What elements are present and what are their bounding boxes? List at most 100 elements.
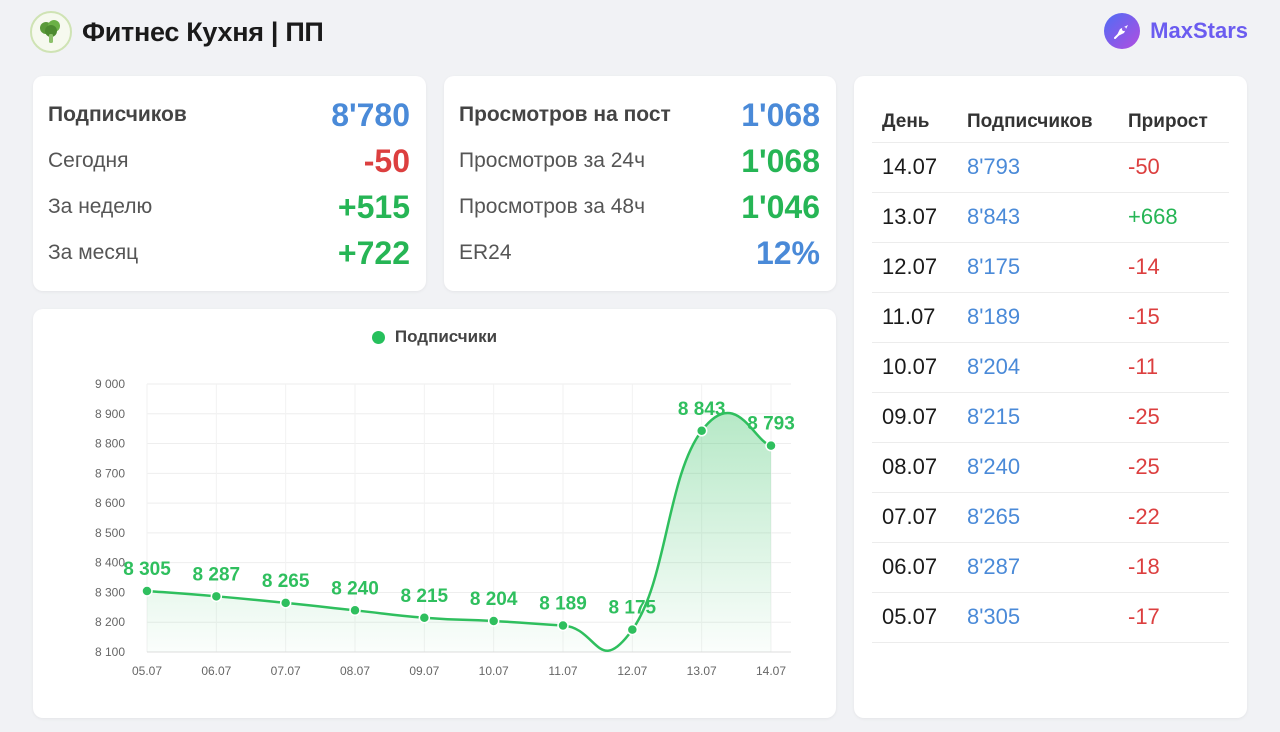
- series-area: [147, 412, 771, 652]
- stat-value: 8'780: [331, 96, 410, 133]
- stat-label: За месяц: [48, 241, 139, 264]
- column-header-growth: Прирост: [1118, 102, 1229, 143]
- x-tick-label: 09.07: [409, 664, 439, 678]
- data-point: [141, 585, 153, 597]
- data-point: [487, 615, 500, 627]
- day-cell: 08.07: [872, 442, 957, 493]
- day-cell: 06.07: [872, 542, 957, 593]
- growth-cell: -14: [1118, 242, 1229, 293]
- data-point: [695, 425, 708, 437]
- growth-cell: +668: [1118, 192, 1229, 243]
- y-tick-label: 8 100: [95, 645, 125, 659]
- data-point: [349, 604, 361, 617]
- stat-value: 12%: [755, 234, 820, 271]
- day-cell: 05.07: [872, 592, 957, 643]
- growth-cell: -50: [1118, 142, 1229, 193]
- table-row: 12.07 8'175 -14: [872, 242, 1229, 293]
- column-header-subscribers: Подписчиков: [957, 102, 1118, 143]
- table-row: 13.07 8'843 +668: [872, 192, 1229, 243]
- subscribers-cell: 8'287: [957, 542, 1118, 593]
- growth-cell: -25: [1118, 442, 1229, 493]
- daily-table-card: День Подписчиков Прирост 14.07 8'793 -50 13…: [854, 76, 1247, 718]
- legend-marker: [371, 330, 385, 344]
- brand-name: MaxStars: [1150, 18, 1248, 43]
- day-cell: 09.07: [872, 392, 957, 443]
- table-row: 14.07 8'793 -50: [872, 142, 1229, 193]
- column-header-day: День: [872, 102, 957, 143]
- stat-label: Просмотров на пост: [459, 103, 671, 126]
- y-tick-label: 8 800: [95, 437, 125, 451]
- data-label: 8 240: [331, 578, 379, 599]
- stat-label: Просмотров за 24ч: [459, 149, 646, 172]
- stat-label: За неделю: [48, 195, 153, 218]
- data-label: 8 265: [262, 571, 310, 592]
- x-tick-label: 10.07: [479, 664, 509, 678]
- y-tick-label: 9 000: [95, 377, 125, 391]
- stat-value: 1'068: [741, 142, 820, 179]
- data-point: [418, 612, 431, 624]
- rocket-icon: [1104, 13, 1141, 49]
- table-row: 07.07 8'265 -22: [872, 492, 1229, 543]
- growth-cell: -15: [1118, 292, 1229, 343]
- subscribers-cell: 8'305: [957, 592, 1118, 643]
- subscribers-chart: 8 100 8 200 8 300 8 400 8 500 8 600 8 700 8 800…: [95, 377, 795, 678]
- data-point: [557, 619, 569, 632]
- data-label: 8 189: [539, 593, 587, 614]
- stat-value: +722: [337, 234, 410, 271]
- growth-cell: -22: [1118, 492, 1229, 543]
- views-card: Просмотров на пост 1'068 Просмотров за 2…: [444, 76, 836, 291]
- day-cell: 07.07: [872, 492, 957, 543]
- channel-title: Фитнес Кухня | ПП: [82, 16, 324, 47]
- table-row: 10.07 8'204 -11: [872, 342, 1229, 393]
- x-tick-label: 05.07: [132, 664, 162, 678]
- subscribers-card: Подписчиков 8'780 Сегодня -50 За неделю …: [33, 76, 426, 291]
- data-label: 8 175: [609, 598, 657, 619]
- stat-row-views-48h: Просмотров за 48ч 1'046: [459, 184, 820, 230]
- growth-cell: -11: [1118, 342, 1229, 393]
- y-tick-label: 8 500: [95, 526, 125, 540]
- stat-row-month: За месяц +722: [48, 230, 410, 276]
- brand[interactable]: MaxStars: [1104, 12, 1248, 50]
- stat-row-subscribers: Подписчиков 8'780: [48, 92, 410, 138]
- daily-table: День Подписчиков Прирост 14.07 8'793 -50 13…: [872, 102, 1229, 643]
- growth-cell: -17: [1118, 592, 1229, 643]
- day-cell: 12.07: [872, 242, 957, 293]
- data-point: [279, 597, 292, 609]
- y-tick-label: 8 600: [95, 496, 125, 510]
- data-point: [765, 439, 777, 452]
- stat-row-today: Сегодня -50: [48, 138, 410, 184]
- header: Фитнес Кухня | ПП: [30, 10, 324, 54]
- stat-value: 1'068: [741, 96, 820, 133]
- table-row: 11.07 8'189 -15: [872, 292, 1229, 343]
- table-row: 08.07 8'240 -25: [872, 442, 1229, 493]
- subscribers-cell: 8'215: [957, 392, 1118, 443]
- stat-row-week: За неделю +515: [48, 184, 410, 230]
- chart-legend[interactable]: Подписчики: [33, 327, 836, 347]
- stat-value: +515: [337, 188, 410, 225]
- y-tick-label: 8 700: [95, 466, 125, 480]
- data-label: 8 305: [123, 559, 171, 580]
- subscribers-cell: 8'265: [957, 492, 1118, 543]
- x-tick-label: 06.07: [201, 664, 231, 678]
- subscribers-cell: 8'793: [957, 142, 1118, 193]
- growth-cell: -25: [1118, 392, 1229, 443]
- table-row: 09.07 8'215 -25: [872, 392, 1229, 443]
- data-label: 8 793: [747, 414, 795, 435]
- data-label: 8 287: [193, 564, 241, 585]
- data-point: [626, 623, 639, 636]
- day-cell: 14.07: [872, 142, 957, 193]
- day-cell: 13.07: [872, 192, 957, 243]
- y-tick-label: 8 300: [95, 585, 125, 599]
- data-label: 8 843: [678, 399, 726, 420]
- stat-row-er24: ER24 12%: [459, 230, 820, 276]
- stat-label: Просмотров за 48ч: [459, 195, 646, 218]
- table-row: 06.07 8'287 -18: [872, 542, 1229, 593]
- subscribers-cell: 8'175: [957, 242, 1118, 293]
- stat-row-views-per-post: Просмотров на пост 1'068: [459, 92, 820, 138]
- x-tick-label: 11.07: [548, 664, 577, 678]
- y-tick-label: 8 200: [95, 615, 125, 629]
- day-cell: 11.07: [872, 292, 957, 343]
- stat-value: 1'046: [741, 188, 820, 225]
- stat-label: Подписчиков: [48, 103, 187, 126]
- data-label: 8 215: [401, 586, 449, 607]
